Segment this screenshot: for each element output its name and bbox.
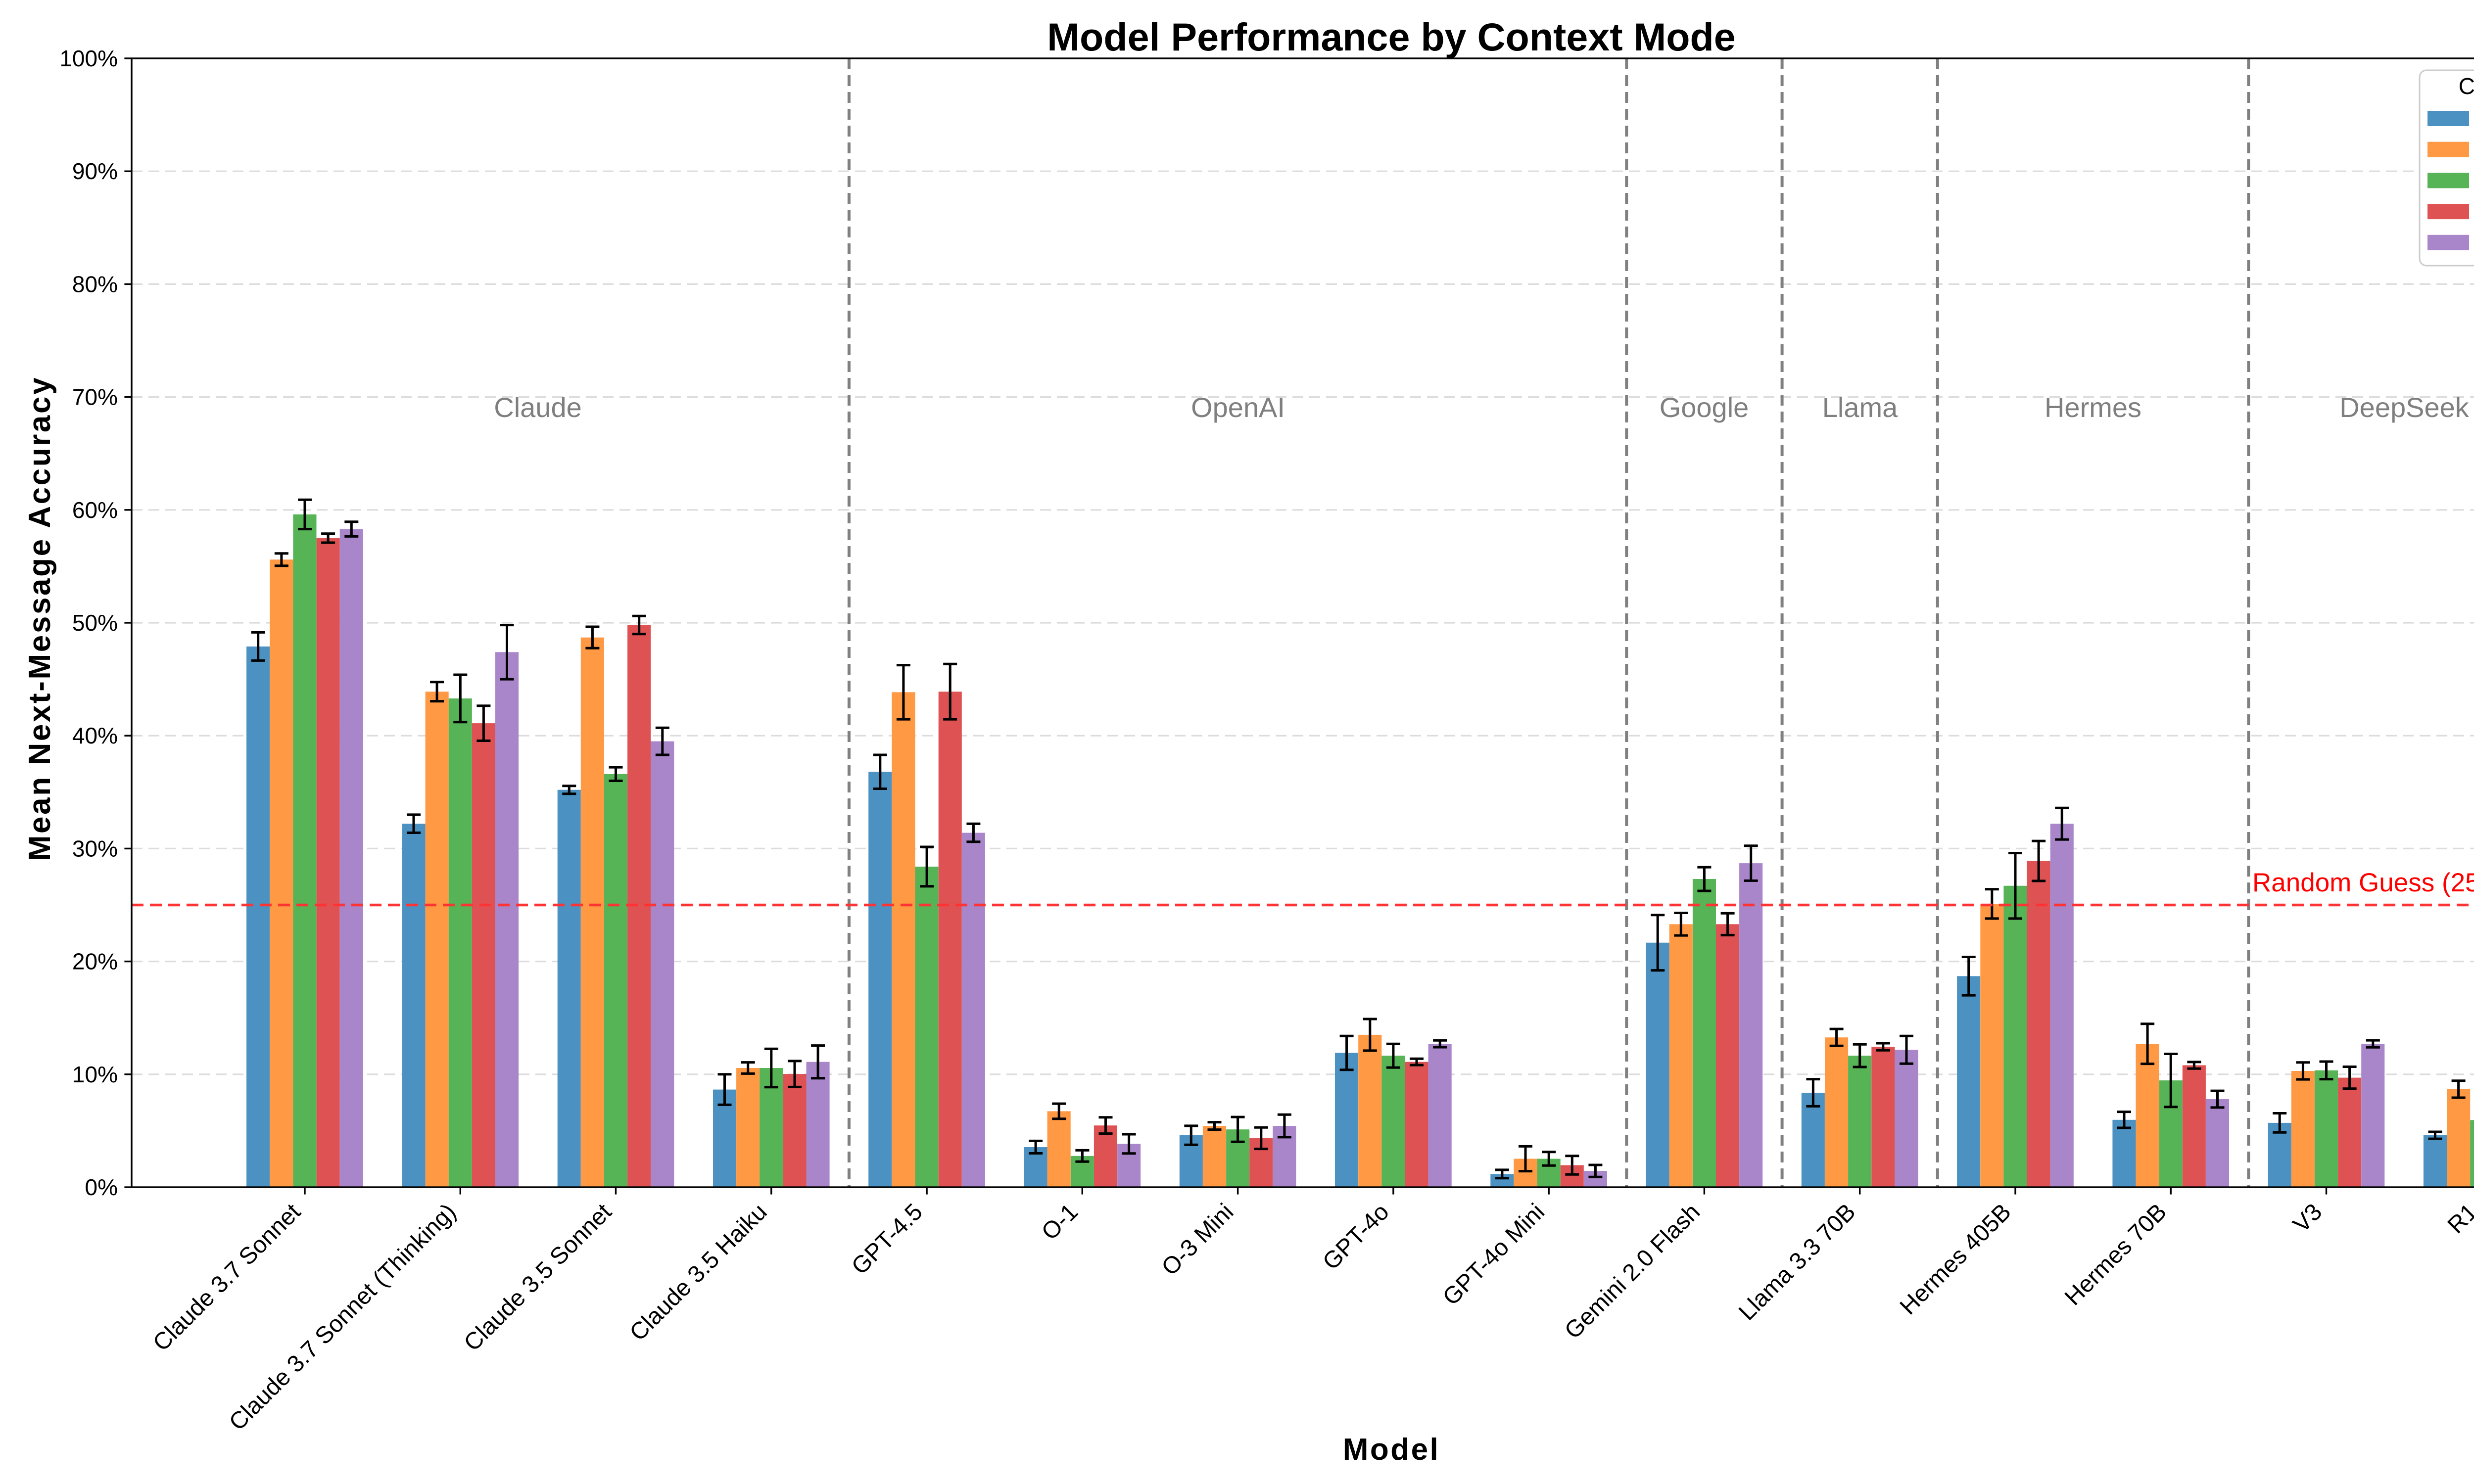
svg-text:Google: Google (1660, 392, 1749, 423)
svg-text:Llama: Llama (1822, 392, 1898, 423)
svg-text:50%: 50% (72, 610, 118, 636)
svg-text:Hermes: Hermes (2045, 392, 2141, 423)
svg-text:100%: 100% (59, 46, 118, 71)
svg-text:Mean Next-Message Accuracy: Mean Next-Message Accuracy (23, 376, 57, 861)
svg-text:80%: 80% (72, 271, 118, 297)
svg-text:Model: Model (1343, 1433, 1440, 1467)
svg-text:20%: 20% (72, 949, 118, 974)
svg-text:60%: 60% (72, 497, 118, 523)
svg-text:DeepSeek: DeepSeek (2339, 392, 2470, 423)
svg-text:40%: 40% (72, 723, 118, 748)
svg-text:Context Mode: Context Mode (2459, 73, 2474, 99)
svg-text:10%: 10% (72, 1062, 118, 1087)
svg-text:Claude: Claude (494, 392, 581, 423)
svg-text:30%: 30% (72, 835, 118, 861)
svg-text:OpenAI: OpenAI (1191, 392, 1285, 423)
svg-text:70%: 70% (72, 384, 118, 410)
svg-text:90%: 90% (72, 158, 118, 184)
svg-text:Random Guess (25%): Random Guess (25%) (2252, 868, 2474, 897)
svg-text:0%: 0% (85, 1174, 118, 1200)
svg-text:Model Performance by Context M: Model Performance by Context Mode (1047, 15, 1736, 59)
